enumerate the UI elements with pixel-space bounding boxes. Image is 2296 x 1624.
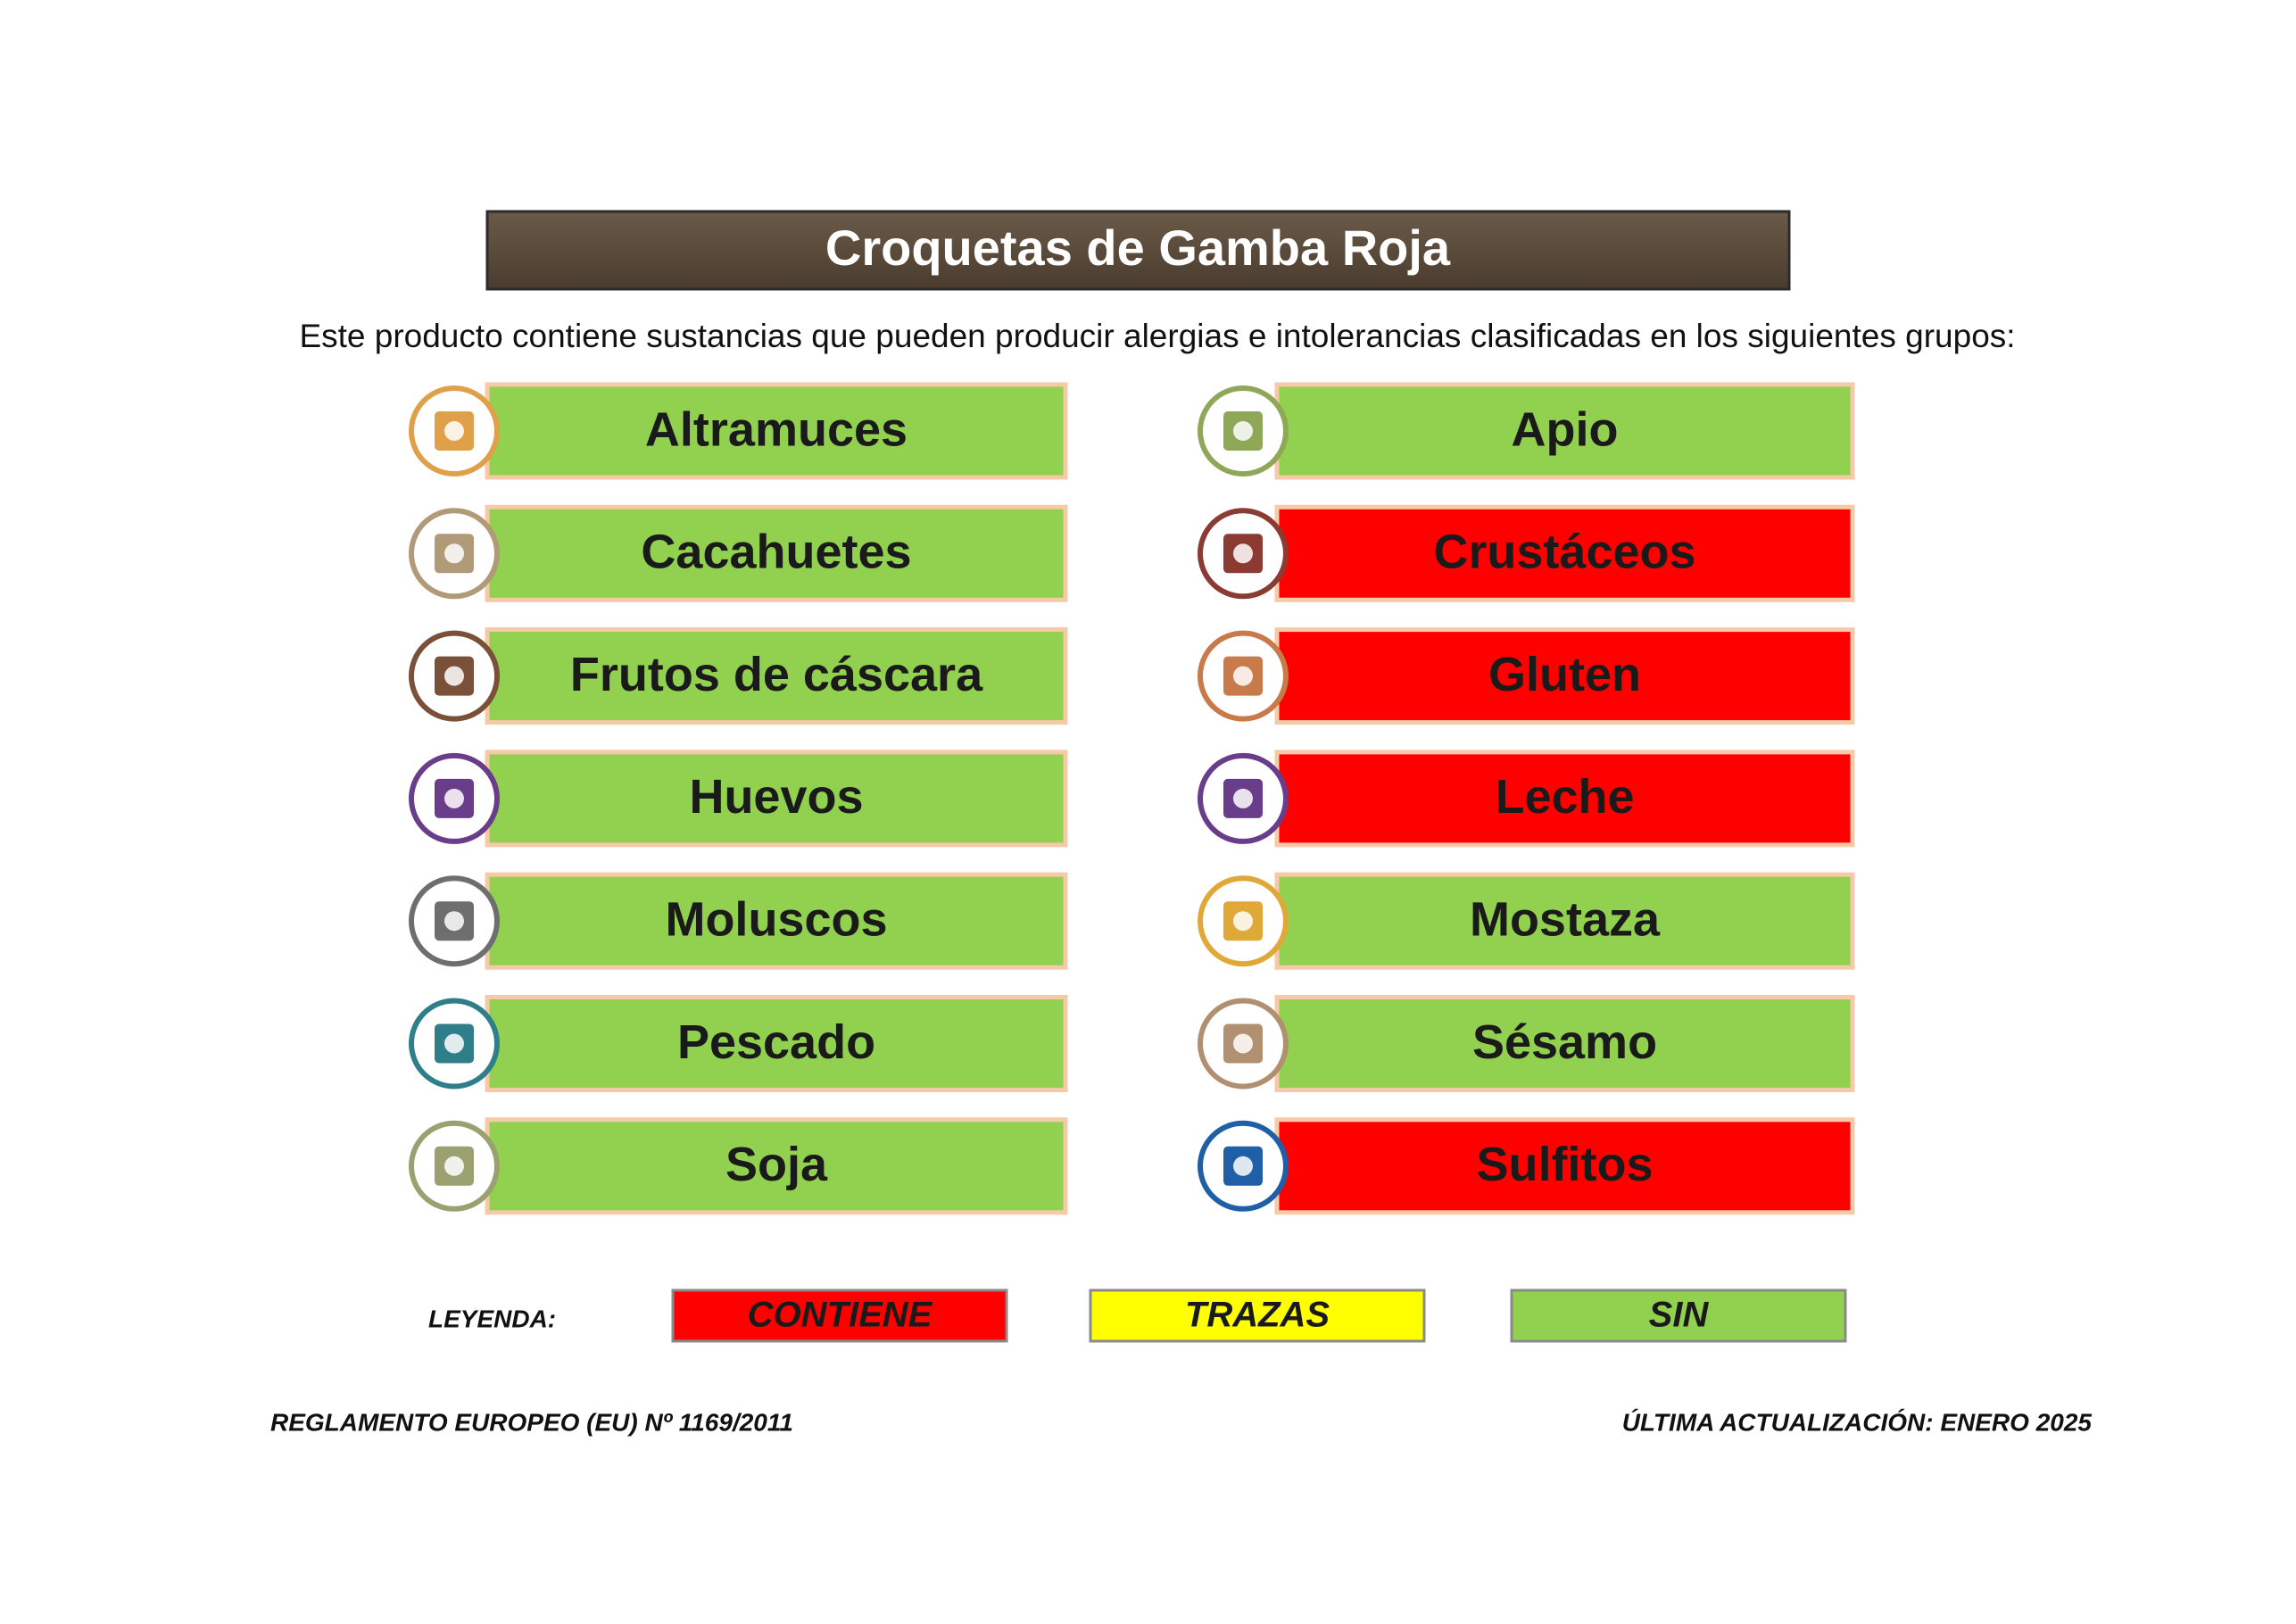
intro: Este producto contiene sustancias que pu… <box>299 318 2015 354</box>
allergen-label: Sésamo <box>1472 1015 1657 1069</box>
legend-item: SIN <box>1649 1296 1710 1335</box>
allergen-bar <box>485 750 1068 848</box>
allergen-label: Leche <box>1495 770 1634 824</box>
allergen-label: Altramuces <box>645 402 908 456</box>
allergen-label: Moluscos <box>665 892 887 946</box>
icon-dot <box>1233 543 1253 564</box>
allergen-label: Sulfitos <box>1477 1138 1654 1191</box>
footer-right: ÚLTIMA ACTUALIZACIÓN: ENERO 2025 <box>1622 1408 2093 1436</box>
legend-box <box>671 1288 1008 1343</box>
allergen-bar <box>485 382 1068 480</box>
allergen-bar <box>485 995 1068 1092</box>
icon-dot <box>1233 788 1253 808</box>
icon-dot <box>444 1033 464 1054</box>
allergen-bar <box>485 627 1068 725</box>
icon-dot <box>444 421 464 441</box>
allergen-label: Gluten <box>1488 648 1641 701</box>
allergen-label: Huevos <box>689 770 863 824</box>
allergen-label: Apio <box>1512 402 1619 456</box>
allergen-bar <box>485 1117 1068 1215</box>
allergen-label: Crustáceos <box>1433 526 1695 579</box>
allergen-bar <box>1274 995 1855 1092</box>
allergen-label: Cacahuetes <box>641 526 911 579</box>
allergen-label: Pescado <box>677 1015 875 1069</box>
title: Croquetas de Gamba Roja <box>825 220 1451 276</box>
allergen-label: Frutos de cáscara <box>570 648 983 701</box>
legend-item: CONTIENE <box>748 1296 933 1335</box>
legend-box <box>1510 1288 1847 1343</box>
allergen-bar <box>1274 750 1855 848</box>
allergen-bar <box>1274 627 1855 725</box>
icon-dot <box>444 666 464 686</box>
allergen-bar <box>485 872 1068 970</box>
footer-left: REGLAMENTO EUROPEO (EU) Nº 1169/2011 <box>270 1408 793 1436</box>
icon-dot <box>1233 911 1253 932</box>
legend-box <box>1089 1288 1426 1343</box>
allergen-label: Mostaza <box>1470 892 1661 946</box>
title-bar <box>485 210 1791 291</box>
allergen-label: Soja <box>725 1138 828 1191</box>
icon-dot <box>444 911 464 932</box>
icon-dot <box>444 1156 464 1176</box>
legend-label: LEYENDA: <box>428 1305 556 1332</box>
icon-dot <box>444 543 464 564</box>
allergen-bar <box>1274 382 1855 480</box>
icon-dot <box>1233 666 1253 686</box>
icon-dot <box>444 788 464 808</box>
allergen-bar <box>1274 872 1855 970</box>
icon-dot <box>1233 421 1253 441</box>
icon-dot <box>1233 1033 1253 1054</box>
icon-dot <box>1233 1156 1253 1176</box>
legend-item: TRAZAS <box>1185 1296 1330 1335</box>
allergen-bar <box>1274 1117 1855 1215</box>
allergen-bar <box>1274 504 1855 602</box>
